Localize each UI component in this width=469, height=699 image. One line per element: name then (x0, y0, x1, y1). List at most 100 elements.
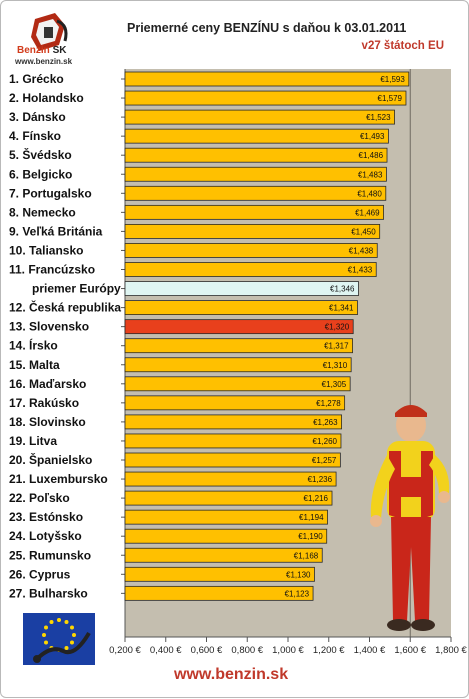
x-tick-label: 1,000 € (272, 645, 304, 656)
bar (124, 90, 407, 106)
bar (124, 128, 389, 144)
bar (124, 414, 342, 430)
x-tick-label: 1,200 € (313, 645, 345, 656)
eu-star-icon (57, 618, 61, 622)
bar (124, 585, 314, 601)
category-label: 13. Slovensko (9, 320, 89, 334)
bar (124, 166, 387, 182)
category-label: 7. Portugalsko (9, 186, 92, 200)
category-label: priemer Európy (32, 282, 121, 296)
category-label: 21. Luxembursko (9, 472, 108, 486)
value-label: €1,450 (351, 227, 376, 236)
x-tick-label: 0,800 € (231, 645, 263, 656)
logo-brand-text: Benzin (17, 45, 50, 56)
value-label: €1,236 (308, 475, 333, 484)
category-label: 3. Dánsko (9, 110, 66, 124)
labels-layer: €1,593 1. Grécko €1,579 2. Holandsko €1,523 3… (9, 72, 405, 600)
bar (124, 338, 353, 354)
bar (124, 547, 323, 563)
value-label: €1,194 (299, 513, 324, 522)
category-label: 2. Holandsko (9, 91, 84, 105)
bar (124, 185, 387, 201)
eu-star-icon (42, 633, 46, 637)
bar (124, 262, 377, 277)
bar (124, 71, 410, 87)
value-label: €1,123 (285, 589, 310, 598)
category-label: 20. Španielsko (9, 452, 92, 467)
logo-suffix-text: SK (52, 45, 67, 56)
value-label: €1,263 (313, 418, 338, 427)
bar (124, 376, 351, 392)
category-label: 8. Nemecko (9, 205, 76, 219)
value-label: €1,260 (313, 437, 338, 446)
value-label: €1,438 (349, 246, 374, 255)
eu-star-icon (69, 625, 74, 630)
value-label: €1,579 (378, 94, 403, 103)
fuel-pump-logo-icon (31, 13, 68, 51)
category-label: 14. Írsko (9, 338, 58, 353)
value-label: €1,341 (329, 304, 354, 313)
category-label: 18. Slovinsko (9, 415, 86, 429)
category-label: 27. Bulharsko (9, 586, 88, 600)
value-label: €1,486 (359, 151, 384, 160)
value-label: €1,469 (355, 208, 380, 217)
bar (124, 319, 354, 335)
value-label: €1,130 (286, 570, 311, 579)
logo-url[interactable]: www.benzin.sk (15, 57, 73, 66)
category-label: 11. Francúzsko (9, 263, 95, 277)
category-label: 15. Malta (9, 358, 60, 372)
value-label: €1,483 (358, 170, 383, 179)
footer-url[interactable]: www.benzin.sk (174, 666, 289, 683)
x-tick-label: 0,600 € (191, 645, 223, 656)
value-label: €1,305 (322, 380, 347, 389)
bar (124, 223, 381, 239)
category-label: 10. Taliansko (9, 243, 83, 257)
category-label: 6. Belgicko (9, 167, 72, 181)
eu-star-icon (64, 620, 69, 625)
eu-star-icon (72, 633, 76, 637)
bar (124, 528, 328, 544)
value-label: €1,168 (294, 551, 319, 560)
eu-star-icon (69, 640, 74, 645)
bar (124, 433, 342, 449)
value-label: €1,216 (304, 494, 329, 503)
value-label: €1,593 (380, 75, 405, 84)
category-label: 24. Lotyšsko (9, 529, 82, 543)
value-label: €1,190 (298, 532, 323, 541)
value-label: €1,278 (316, 399, 341, 408)
category-label: 9. Veľká Británia (9, 224, 103, 238)
value-label: €1,493 (360, 132, 385, 141)
eu-star-icon (49, 620, 54, 625)
category-label: 23. Estónsko (9, 510, 83, 524)
x-tick-label: 1,600 € (394, 645, 426, 656)
category-label: 19. Litva (9, 434, 57, 448)
category-label: 16. Maďarsko (9, 377, 86, 391)
category-label: 1. Grécko (9, 72, 64, 86)
category-label: 26. Cyprus (9, 567, 71, 581)
category-label: 17. Rakúsko (9, 396, 79, 410)
bar (124, 204, 384, 220)
bar (124, 147, 388, 163)
chart-subtitle: v27 štátoch EU (361, 40, 444, 52)
eu-star-icon (44, 625, 49, 630)
bar (124, 243, 378, 258)
x-tick-label: 1,800 € (435, 645, 467, 656)
value-label: €1,346 (330, 285, 355, 294)
ticks-layer: 0,200 € 0,400 € 0,600 € 0,800 € 1,000 € 1,200… (109, 636, 468, 656)
x-tick-label: 0,200 € (109, 645, 141, 656)
bar (124, 471, 337, 487)
bar (124, 509, 328, 525)
bar (124, 109, 395, 125)
category-label: 25. Rumunsko (9, 548, 91, 562)
bar (124, 566, 315, 582)
fuel-mechanic-figure (370, 405, 450, 631)
category-label: 12. Česká republika (9, 300, 121, 315)
x-tick-label: 1,400 € (354, 645, 386, 656)
value-label: €1,257 (312, 456, 337, 465)
x-tick-label: 0,400 € (150, 645, 182, 656)
bar (124, 357, 352, 373)
bars-layer (124, 71, 410, 601)
value-label: €1,523 (366, 113, 391, 122)
category-label: 4. Fínsko (9, 129, 61, 143)
